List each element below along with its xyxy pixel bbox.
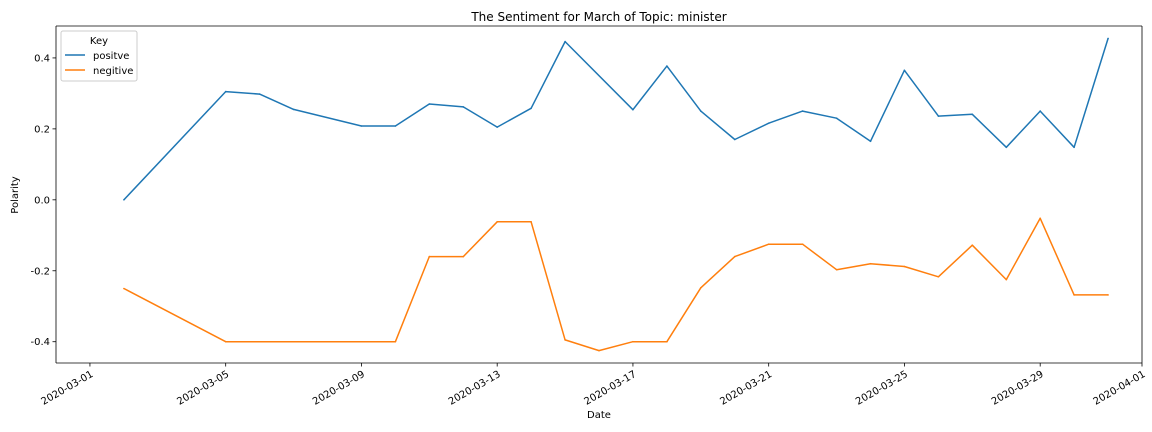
data-point-positve-2 [258, 93, 261, 95]
data-point-negitive-2 [394, 340, 397, 343]
legend-box [60, 30, 138, 82]
data-point-positve-17 [835, 117, 838, 119]
data-point-positve-3 [292, 108, 295, 111]
data-point-negitive-1 [224, 340, 227, 343]
series-line-negitive [123, 217, 1109, 352]
data-point-positve-20 [937, 115, 940, 117]
plot-area [56, 26, 1142, 363]
data-point-positve-1 [224, 90, 227, 93]
data-point-negitive-0 [123, 287, 125, 290]
data-point-negitive-16 [869, 262, 872, 265]
data-point-positve-6 [428, 103, 431, 105]
data-point-negitive-19 [971, 244, 974, 246]
data-point-positve-21 [971, 113, 974, 116]
data-point-negitive-9 [632, 340, 634, 343]
data-point-positve-16 [801, 110, 804, 112]
chart-title: The Sentiment for March of Topic: minist… [470, 10, 726, 24]
legend: Key positve negitive [60, 30, 138, 82]
y-axis-title: Polarity [10, 176, 21, 214]
data-point-negitive-11 [700, 287, 702, 289]
data-point-negitive-14 [801, 243, 804, 245]
data-point-positve-5 [394, 125, 397, 127]
data-point-negitive-17 [903, 265, 906, 268]
data-point-positve-0 [123, 199, 125, 201]
data-point-positve-19 [903, 69, 906, 72]
y-tick-label: 0.4 [34, 53, 50, 64]
data-point-negitive-21 [1039, 217, 1041, 220]
data-point-positve-23 [1039, 110, 1041, 112]
data-point-negitive-22 [1073, 294, 1075, 296]
x-axis-title: Date [587, 410, 611, 421]
data-point-positve-8 [496, 126, 499, 128]
data-point-negitive-23 [1107, 294, 1109, 296]
data-point-negitive-15 [835, 268, 838, 271]
data-point-positve-11 [632, 108, 634, 111]
data-point-positve-13 [700, 110, 702, 112]
data-point-positve-7 [462, 106, 465, 108]
data-point-positve-10 [564, 40, 566, 43]
data-point-positve-18 [869, 140, 872, 143]
data-point-negitive-5 [496, 221, 499, 223]
legend-label-negitive: negitive [93, 66, 133, 77]
data-point-negitive-12 [734, 255, 736, 258]
y-tick-label: -0.4 [30, 337, 50, 348]
series-line-positve [123, 38, 1109, 201]
legend-title: Key [90, 36, 108, 47]
data-point-negitive-4 [462, 255, 465, 258]
data-point-positve-22 [1005, 146, 1008, 149]
y-tick-label: 0.0 [34, 195, 50, 206]
data-point-negitive-7 [564, 339, 566, 341]
y-tick-label: -0.2 [30, 266, 50, 277]
data-point-positve-15 [767, 122, 770, 124]
data-point-negitive-8 [598, 349, 600, 352]
data-point-negitive-13 [767, 243, 770, 245]
data-point-positve-12 [666, 65, 668, 67]
series-layer [123, 37, 1109, 352]
data-point-negitive-10 [666, 340, 668, 343]
data-point-negitive-6 [530, 221, 532, 223]
data-point-negitive-3 [428, 255, 431, 258]
data-point-negitive-20 [1005, 278, 1008, 281]
data-point-positve-9 [530, 107, 532, 110]
data-point-positve-4 [360, 125, 363, 127]
data-point-negitive-18 [937, 276, 940, 278]
data-point-positve-24 [1073, 146, 1075, 149]
y-tick-label: 0.2 [34, 124, 50, 135]
legend-label-positve: positve [93, 51, 129, 62]
data-point-positve-14 [734, 138, 736, 141]
data-point-positve-25 [1107, 37, 1109, 40]
